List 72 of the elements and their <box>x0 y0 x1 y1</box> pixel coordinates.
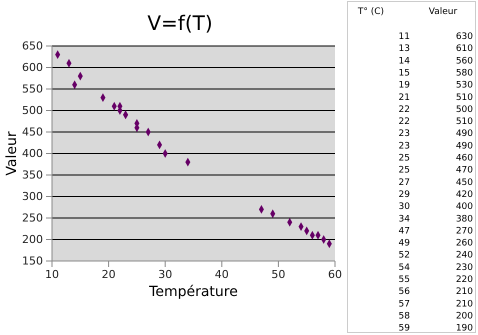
x-axis-title: Température <box>148 284 238 300</box>
text: 29 <box>398 190 410 200</box>
text: 27 <box>398 178 410 188</box>
text: 580 <box>456 68 474 78</box>
text: 54 <box>398 262 410 273</box>
text: 14 <box>398 56 410 66</box>
text: 210 <box>456 299 474 310</box>
y-tick-label: 500 <box>22 104 43 118</box>
y-tick-label: 450 <box>22 126 43 139</box>
text: 59 <box>398 324 410 334</box>
text: 220 <box>456 275 474 285</box>
text: 470 <box>456 166 474 176</box>
text: 530 <box>456 80 474 91</box>
x-tick-label: 60 <box>328 268 342 281</box>
text: 510 <box>456 92 474 103</box>
text: 13 <box>398 44 410 54</box>
text: 490 <box>456 129 474 140</box>
text: 460 <box>456 154 474 164</box>
text: 25 <box>398 166 410 176</box>
text: 630 <box>456 32 474 42</box>
text: 380 <box>456 214 474 224</box>
text: 55 <box>398 275 410 285</box>
text: 450 <box>456 178 474 188</box>
x-tick-label: 40 <box>214 268 229 281</box>
text: 510 <box>456 117 474 128</box>
y-axis-title: Valeur <box>4 131 20 176</box>
text: 57 <box>398 299 410 310</box>
y-tick-label: 250 <box>22 212 43 225</box>
text: 420 <box>456 190 474 200</box>
text: 260 <box>456 238 474 249</box>
y-tick-label: 400 <box>22 147 43 160</box>
text: 200 <box>456 311 474 322</box>
text: 230 <box>456 262 474 273</box>
text: 190 <box>456 324 474 334</box>
text: 270 <box>456 226 474 236</box>
text: 11 <box>398 32 410 42</box>
y-tick-label: 650 <box>22 40 43 53</box>
text: 560 <box>456 56 474 66</box>
text: 19 <box>398 80 410 91</box>
text: 500 <box>456 104 474 115</box>
x-tick-label: 10 <box>45 268 59 281</box>
text: Valeur <box>428 7 458 17</box>
text: 15 <box>398 68 410 78</box>
text: 49 <box>398 238 410 249</box>
text: 400 <box>456 202 474 212</box>
text: 490 <box>456 141 474 152</box>
chart-title: V=f(T) <box>147 11 213 35</box>
text: 58 <box>398 311 410 322</box>
text: 23 <box>398 141 410 152</box>
text: 56 <box>398 287 410 298</box>
text: 34 <box>398 214 410 224</box>
text: 22 <box>398 104 410 115</box>
text: 22 <box>398 117 410 128</box>
y-tick-label: 350 <box>22 168 43 182</box>
x-tick-label: 20 <box>102 268 116 281</box>
text: 21 <box>398 92 410 103</box>
y-tick-label: 150 <box>22 254 43 268</box>
text: 240 <box>456 250 474 261</box>
text: 25 <box>398 154 410 164</box>
y-tick-label: 300 <box>22 190 43 204</box>
text: 610 <box>456 44 474 54</box>
y-tick-label: 600 <box>22 61 43 74</box>
text: 52 <box>398 250 410 261</box>
x-tick-label: 30 <box>158 268 172 281</box>
text: 47 <box>398 226 410 236</box>
text: 30 <box>398 202 410 212</box>
text: T° (C) <box>356 7 384 17</box>
y-tick-label: 200 <box>22 233 43 246</box>
x-tick-label: 50 <box>271 268 286 281</box>
text: 210 <box>456 287 474 298</box>
text: 23 <box>398 129 410 140</box>
y-tick-label: 550 <box>22 82 43 96</box>
